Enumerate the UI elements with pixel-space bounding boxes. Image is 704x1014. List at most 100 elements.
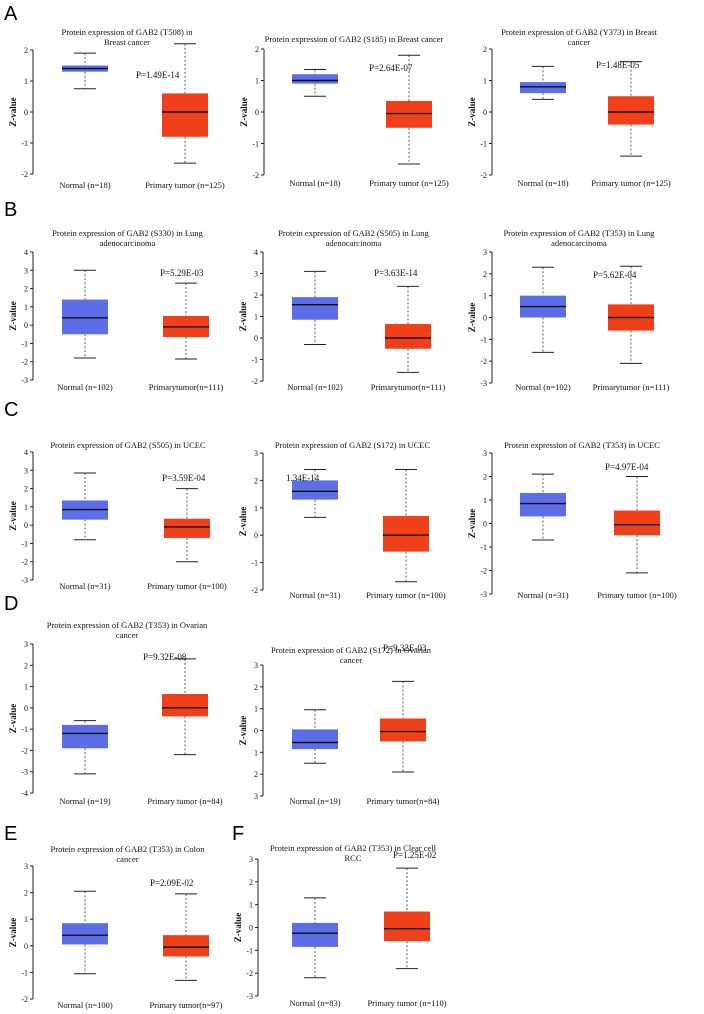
panel-letter-c: C [4, 399, 18, 421]
category-label: Primary tumor(n=97) [149, 1000, 222, 1010]
y-tick-label: 2 [24, 46, 28, 55]
boxplot-11: Protein expression of GAB2 (S172) in Ova… [238, 643, 440, 806]
y-tick-label: -3 [480, 379, 487, 388]
category-label: Primary tumor (n=125) [369, 178, 449, 188]
y-tick-label: -1 [251, 559, 258, 568]
tumor-box [614, 476, 660, 574]
panel-letter-e: E [4, 823, 17, 845]
chart-title-line: Protein expression of GAB2 (T353) in Lun… [503, 228, 655, 238]
y-tick-label: -2 [21, 358, 28, 367]
y-tick-label: 2 [254, 770, 258, 779]
chart-title-line: Protein expression of GAB2 (Y373) in Bre… [501, 27, 657, 37]
y-tick-label: 2 [255, 45, 259, 54]
iqr-box [383, 516, 429, 552]
chart-title-line: Protein expression of GAB2 (S172) in UCE… [275, 440, 431, 450]
p-value-label: P=9.32E-08 [143, 652, 187, 662]
boxplot-12: Protein expression of GAB2 (T353) in Col… [8, 844, 223, 1010]
normal-box [62, 890, 108, 975]
chart-title-line: adenocarcinoma [551, 238, 607, 248]
normal-box [292, 468, 338, 518]
iqr-box [386, 100, 432, 128]
y-tick-label: -2 [21, 995, 28, 1004]
tumor-box [164, 488, 210, 563]
y-axis-label: Z-value [8, 918, 18, 948]
y-tick-label: 3 [483, 449, 487, 458]
category-label: Primarytumor(n=111) [149, 382, 224, 392]
chart-title-line: Protein expression of GAB2 (S172) in Ova… [271, 645, 432, 655]
category-label: Normal (n=18) [59, 180, 110, 190]
panel-letter-f: F [232, 823, 244, 845]
category-label: Normal (n=102) [515, 382, 571, 392]
p-value-label: P=5.62E-04 [593, 270, 637, 280]
tumor-box [162, 43, 208, 164]
chart-title-line: Protein expression of GAB2 (T353) in Col… [51, 844, 206, 854]
normal-box [62, 269, 108, 359]
boxplot-4: Protein expression of GAB2 (S330) in Lun… [8, 228, 223, 392]
y-tick-label: 4 [24, 248, 28, 257]
category-label: Normal (n=31) [517, 590, 568, 600]
iqr-box [62, 724, 108, 749]
boxplot-6: Protein expression of GAB2 (T353) in Lun… [467, 228, 669, 392]
y-tick-label: 0 [483, 520, 487, 529]
y-tick-label: -2 [246, 969, 253, 978]
panel-letter-a: A [4, 3, 18, 25]
y-tick-label: -1 [252, 140, 259, 149]
y-tick-label: 1 [24, 503, 28, 512]
p-value-label: P=3.63E-14 [374, 268, 418, 278]
y-tick-label: -3 [480, 590, 487, 599]
y-tick-label: -2 [252, 171, 259, 180]
y-tick-label: -1 [246, 946, 253, 955]
y-tick-label: -2 [251, 586, 258, 595]
y-tick-label: 2 [254, 291, 258, 300]
iqr-box [292, 729, 338, 750]
iqr-box [62, 299, 108, 335]
y-tick-label: -1 [21, 968, 28, 977]
y-axis-label: Z-value [8, 97, 18, 127]
category-label: Primary tumor(n=84) [366, 796, 439, 806]
category-label: Normal (n=19) [289, 796, 340, 806]
chart-title-line: Protein expression of GAB2 (S185) in Bre… [265, 34, 444, 44]
charts-layer: Protein expression of GAB2 (T508) inBrea… [8, 27, 677, 1010]
category-label: Normal (n=18) [517, 178, 568, 188]
category-label: Primary tumor (n=125) [591, 178, 671, 188]
y-tick-label: -3 [246, 992, 253, 1001]
y-axis-label: Z-value [8, 301, 18, 331]
category-label: Primarytumor(n=111) [371, 382, 446, 392]
normal-box [520, 473, 566, 541]
tumor-box [384, 867, 430, 970]
y-tick-label: 1 [254, 313, 258, 322]
iqr-box [385, 324, 431, 349]
y-tick-label: -1 [251, 356, 258, 365]
y-tick-label: -2 [21, 170, 28, 179]
boxplot-13: Protein expression of GAB2 (T353) in Cle… [233, 843, 447, 1008]
y-tick-label: 0 [24, 704, 28, 713]
y-axis-label: Z-value [238, 302, 248, 332]
y-axis-label: Z-value [238, 507, 248, 537]
y-tick-label: 2 [24, 661, 28, 670]
chart-title-line: adenocarcinoma [100, 238, 156, 248]
normal-box [292, 270, 338, 345]
category-label: Primary tumor (n=100) [597, 590, 677, 600]
tumor-box [608, 61, 654, 157]
chart-title-line: cancer [116, 630, 138, 640]
y-tick-label: 3 [254, 661, 258, 670]
y-tick-label: 0 [254, 531, 258, 540]
y-tick-label: 1 [483, 77, 487, 86]
category-label: Primary tumor (n=84) [147, 796, 222, 806]
y-tick-label: 4 [254, 248, 258, 257]
iqr-box [162, 93, 208, 137]
chart-title-line: Protein expression of GAB2 (S330) in Lun… [52, 228, 203, 238]
category-label: Normal (n=102) [287, 382, 343, 392]
chart-title-line: cancer [116, 854, 138, 864]
y-tick-label: 0 [24, 521, 28, 530]
y-axis-label: Z-value [8, 501, 18, 531]
y-tick-label: 0 [483, 314, 487, 323]
iqr-box [292, 922, 338, 947]
iqr-box [292, 480, 338, 500]
y-tick-label: 1 [249, 901, 253, 910]
y-tick-label: 3 [254, 449, 258, 458]
category-label: Normal (n=31) [59, 581, 110, 591]
iqr-box [520, 492, 566, 517]
chart-title-line: cancer [568, 37, 590, 47]
